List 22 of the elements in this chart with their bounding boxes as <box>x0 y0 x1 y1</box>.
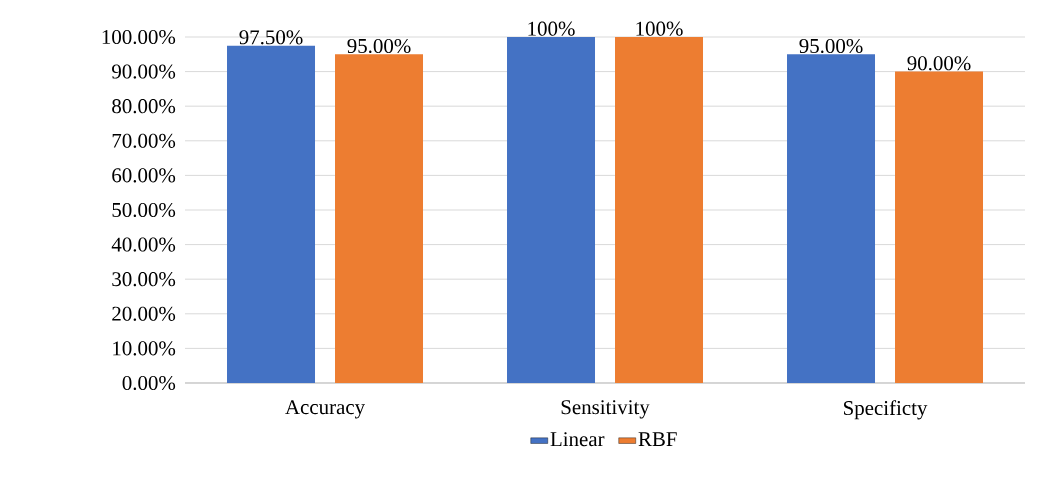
y-tick-label: 80.00% <box>112 99 176 114</box>
y-tick-label: 10.00% <box>113 341 176 356</box>
x-tick-label: Accuracy <box>285 400 365 419</box>
y-tick-label: 100.00% <box>102 29 176 45</box>
y-tick-label: 60.00% <box>112 168 176 183</box>
x-tick-label: Specificty <box>844 400 928 420</box>
y-tick-label: 70.00% <box>112 133 176 148</box>
legend-label: Linear <box>550 432 605 447</box>
data-label: 100% <box>528 21 575 36</box>
data-label: 90.00% <box>907 56 971 71</box>
y-tick-label: 30.00% <box>112 272 176 287</box>
x-tick-label: Sensitivity <box>561 400 650 419</box>
data-label: 95.00% <box>347 38 411 54</box>
y-tick-label: 40.00% <box>111 237 176 252</box>
y-tick-label: 0.00% <box>122 375 176 391</box>
data-label: 95.00% <box>799 38 863 54</box>
y-tick-label: 20.00% <box>112 306 176 321</box>
data-label: 100% <box>636 21 683 36</box>
legend-label: RBF <box>638 432 677 446</box>
data-label: 97.50% <box>239 30 303 45</box>
y-tick-label: 90.00% <box>112 64 176 79</box>
y-tick-label: 50.00% <box>112 202 176 218</box>
